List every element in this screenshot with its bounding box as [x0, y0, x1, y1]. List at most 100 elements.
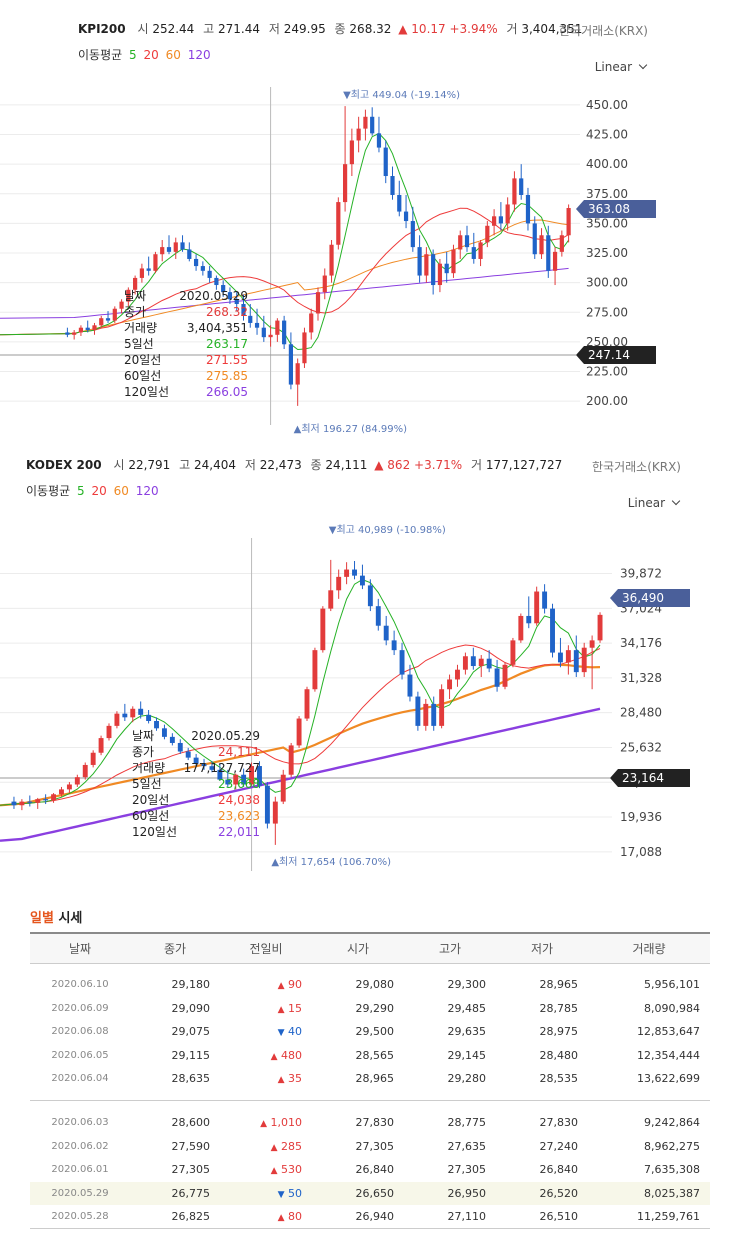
table-row: 2020.06.10 29,180 ▲ 90 29,080 29,300 28,965 5,…	[30, 973, 710, 997]
cell-high: 29,145	[447, 1048, 487, 1062]
candle-body	[552, 251, 558, 271]
price-tag-text: 23,164	[622, 771, 664, 785]
candle-body	[336, 202, 341, 245]
tooltip-value: 177,127,727	[183, 761, 260, 775]
candle-body	[126, 289, 131, 302]
tooltip-row: 거래량 3,404,351	[124, 320, 248, 336]
low-value: 249.95	[283, 22, 326, 36]
candle-body	[207, 270, 212, 278]
high-label: 고	[179, 458, 191, 472]
candle-body	[498, 216, 503, 224]
candle-body	[423, 703, 429, 726]
cell-open: 29,500	[355, 1025, 395, 1039]
cell-volume: 8,090,984	[644, 1001, 700, 1015]
arrow-up-icon: ▲	[260, 1119, 267, 1130]
y-tick-label: 300.00	[586, 276, 628, 290]
cell-open: 29,290	[355, 1001, 395, 1015]
candle-body	[304, 689, 310, 719]
tooltip-row: 종가 268.32	[124, 304, 248, 320]
kpi200-candlestick-chart[interactable]: 450.00 425.00 400.00 375.00 350.00 325.00 300.…	[0, 0, 744, 440]
tooltip-key: 날짜	[132, 729, 155, 743]
price-tag-shape	[610, 769, 690, 787]
candle-body	[153, 254, 158, 271]
candle-body	[114, 713, 120, 726]
y-tick-label: 425.00	[586, 128, 628, 142]
candle-body	[11, 801, 17, 806]
y-tick-label: 275.00	[586, 305, 628, 319]
price-tag-text: 363.08	[588, 202, 630, 216]
candle-body	[478, 658, 484, 667]
table-row: 2020.06.04 28,635 ▲ 35 28,965 29,280 28,535 13…	[30, 1067, 710, 1091]
candle-body	[557, 652, 563, 663]
table-row: 2020.05.29 26,775 ▼ 50 26,650 26,950 26,520 8,…	[30, 1181, 710, 1205]
cell-open: 27,305	[355, 1139, 395, 1153]
candle-body	[59, 789, 64, 795]
price-tag-shape	[576, 346, 656, 364]
cell-high: 26,950	[447, 1186, 487, 1200]
y-tick-label: 350.00	[586, 216, 628, 230]
tooltip-key: 거래량	[132, 761, 166, 775]
ma5-legend[interactable]: 5	[129, 48, 137, 62]
candle-body	[589, 640, 595, 648]
candle-body	[302, 332, 307, 364]
min-price-label: ▲최저 196.27 (84.99%)	[294, 423, 407, 435]
candle-body	[234, 299, 239, 304]
cell-date: 2020.06.04	[51, 1073, 109, 1085]
ma20-legend[interactable]: 20	[91, 484, 107, 498]
candle-body	[458, 235, 463, 250]
tooltip-value: 24,038	[218, 793, 260, 807]
price-tag-text: 247.14	[588, 348, 630, 362]
cell-date: 2020.05.28	[30, 1205, 130, 1229]
y-tick-label: 400.00	[586, 157, 628, 171]
cell-date: 2020.06.03	[51, 1117, 109, 1129]
ma120-legend[interactable]: 120	[187, 48, 211, 62]
candle-body	[233, 774, 239, 785]
cell-change: ▲ 530	[220, 1158, 312, 1182]
scale-dropdown[interactable]: Linear	[628, 496, 681, 510]
arrow-up-icon: ▲	[270, 1051, 278, 1062]
scale-dropdown[interactable]: Linear	[594, 60, 648, 74]
candle-body	[248, 315, 253, 323]
cell-high: 29,280	[447, 1072, 487, 1086]
arrow-up-icon: ▲	[277, 1004, 285, 1015]
cell-close: 29,180	[171, 978, 211, 992]
cell-date: 2020.06.01	[51, 1164, 109, 1176]
y-tick-label: 31,328	[620, 671, 662, 685]
candle-body	[106, 725, 112, 739]
cell-close: 27,305	[171, 1163, 211, 1177]
tooltip-value: 24,111	[218, 745, 260, 759]
cell-high: 29,635	[447, 1025, 487, 1039]
ma120-legend[interactable]: 120	[135, 484, 159, 498]
ma5-legend[interactable]: 5	[77, 484, 85, 498]
tooltip-value: 263.17	[206, 337, 248, 351]
ma60-legend[interactable]: 60	[165, 48, 181, 62]
kpi200-quote-row: KPI200 시 252.44 고 271.44 저 249.95 종 268.…	[78, 20, 585, 37]
table-row: 2020.06.09 29,090 ▲ 15 29,290 29,485 28,785 8,…	[30, 997, 710, 1021]
candle-body	[225, 779, 231, 785]
kodex200-candlestick-chart[interactable]: 39,87237,02434,17631,32828,48025,63222,7…	[0, 448, 744, 880]
candle-body	[539, 235, 544, 255]
cell-close: 27,590	[171, 1139, 211, 1153]
cell-volume: 8,962,275	[644, 1139, 700, 1153]
price-tag-shape	[576, 200, 656, 218]
cell-low: 28,975	[539, 1025, 579, 1039]
candle-body	[328, 590, 334, 609]
tooltip-key: 60일선	[132, 809, 170, 823]
y-tick-label: 450.00	[586, 98, 628, 112]
candle-body	[349, 140, 354, 165]
candle-body	[532, 223, 537, 255]
candle-body	[90, 752, 96, 765]
tooltip-row: 5일선 23,668	[132, 776, 260, 792]
price-tag-shape	[610, 589, 690, 607]
candle-body	[492, 216, 497, 226]
scale-label: Linear	[594, 60, 632, 74]
ma20-legend[interactable]: 20	[143, 48, 159, 62]
cell-high: 29,300	[447, 978, 487, 992]
candle-body	[471, 247, 476, 259]
data-source: 한국거래소(KRX)	[592, 460, 681, 474]
candle-body	[383, 147, 388, 177]
ma60-legend[interactable]: 60	[113, 484, 129, 498]
table-row: 2020.06.08 29,075 ▼ 40 29,500 29,635 28,975 12…	[30, 1020, 710, 1044]
cell-date: 2020.06.05	[51, 1049, 109, 1061]
arrow-down-icon: ▼	[277, 1028, 285, 1039]
